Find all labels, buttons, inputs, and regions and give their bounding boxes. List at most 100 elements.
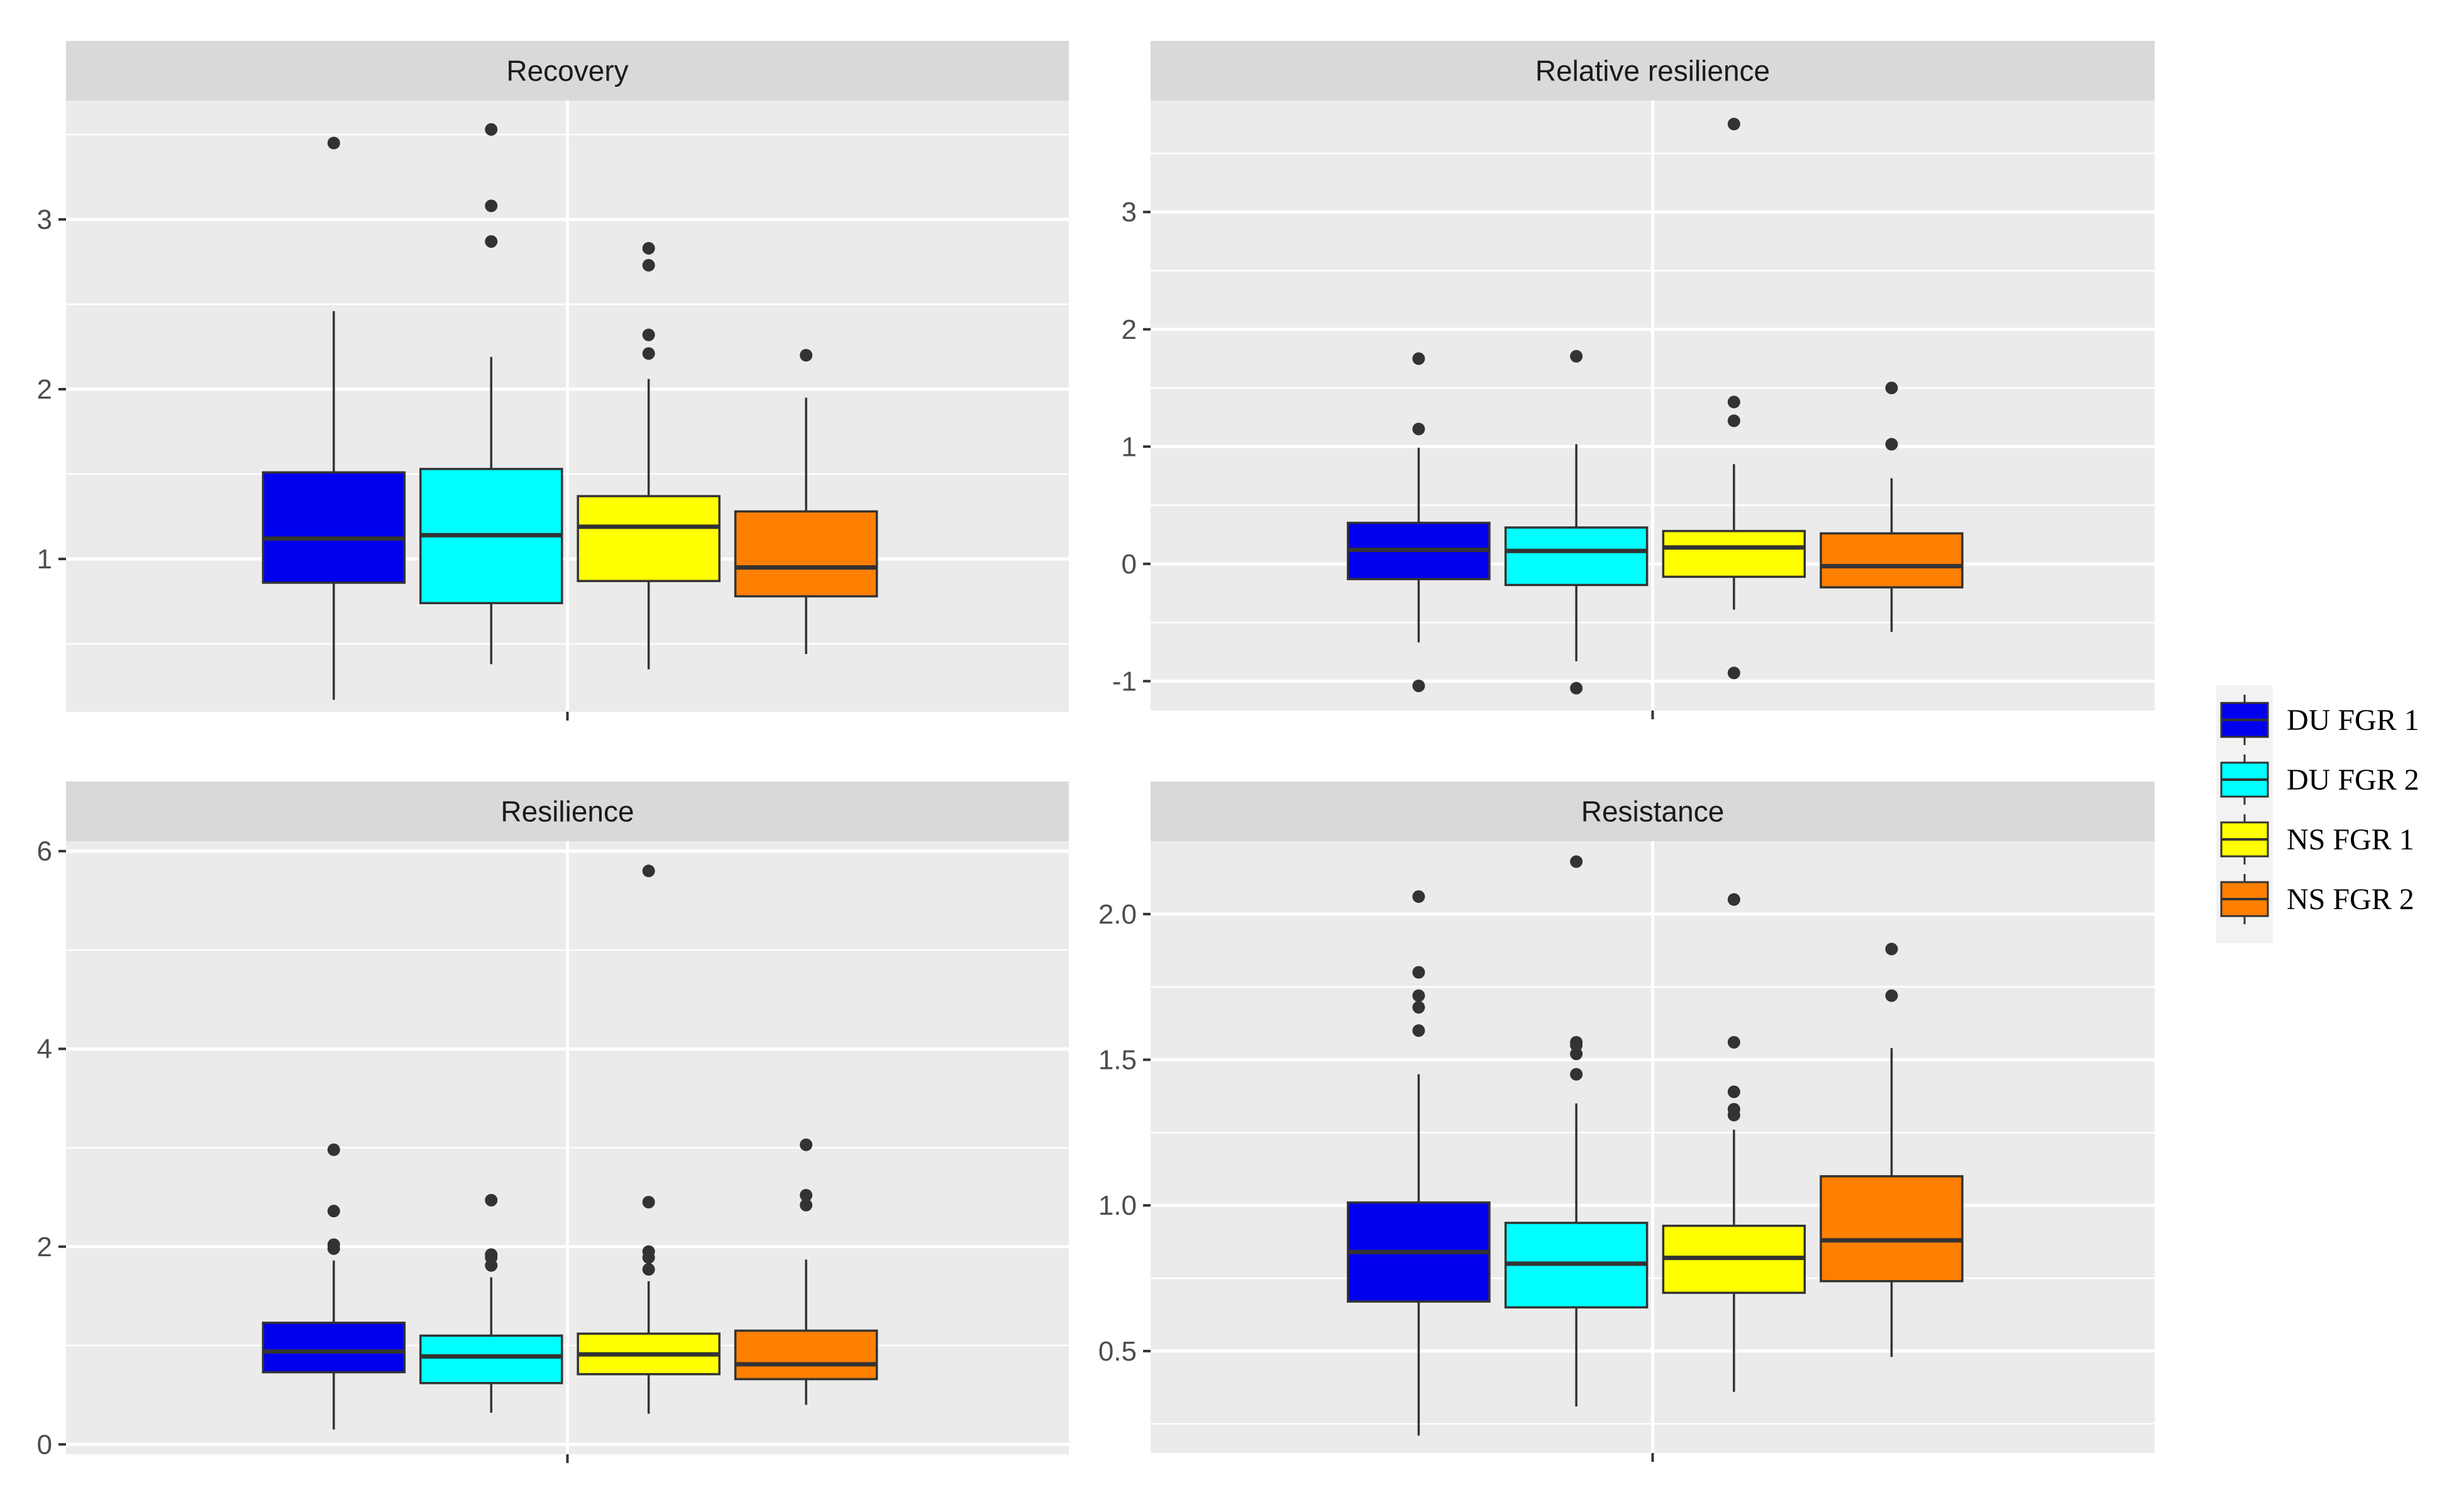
strip-background <box>1151 782 2155 841</box>
legend-label: DU FGR 1 <box>2287 704 2419 737</box>
iqr-box <box>262 471 406 584</box>
legend-item-du-fgr-1: DU FGR 1 <box>2220 695 2419 745</box>
panel-title: Resistance <box>1581 795 1725 828</box>
iqr-box <box>577 495 721 582</box>
iqr-box <box>262 1322 406 1374</box>
outlier-point <box>1412 423 1425 436</box>
outlier-point <box>1412 966 1425 979</box>
y-tick-label-4: 4 <box>37 1034 52 1064</box>
box-du-fgr-1 <box>262 1143 406 1430</box>
iqr-box <box>734 1329 878 1381</box>
outlier-point <box>327 1238 340 1251</box>
outlier-point <box>327 136 340 150</box>
box-ns-fgr-1 <box>1662 118 1806 680</box>
box-ns-fgr-1 <box>1662 893 1806 1392</box>
y-axis: -1 0 1 2 3 <box>1112 197 1151 697</box>
y-tick-label-2: 2 <box>37 1232 52 1263</box>
box-ns-fgr-2 <box>1820 382 1964 633</box>
legend-item-ns-fgr-2: NS FGR 2 <box>2220 874 2414 924</box>
box-ns-fgr-1 <box>577 865 721 1414</box>
box-ns-fgr-2 <box>734 349 878 655</box>
outlier-point <box>1727 414 1740 428</box>
outlier-point <box>327 1143 340 1156</box>
y-axis: 0.5 1.0 1.5 2.0 <box>1098 899 1151 1367</box>
box-ns-fgr-1 <box>577 241 721 670</box>
outlier-point <box>642 347 655 360</box>
outlier-point <box>485 1248 498 1261</box>
panel-title: Recovery <box>506 55 628 87</box>
outlier-point <box>800 1188 813 1202</box>
legend-label: NS FGR 2 <box>2287 883 2414 916</box>
strip-background <box>1151 41 2155 101</box>
y-tick-label-1-5: 1.5 <box>1098 1045 1137 1076</box>
outlier-point <box>1885 942 1898 956</box>
panel-resistance: Resistance 0.5 1.0 1.5 2.0 <box>1098 782 2155 1462</box>
outlier-point <box>1885 989 1898 1002</box>
y-tick-label-2: 2.0 <box>1098 899 1137 930</box>
legend: DU FGR 1 DU FGR 2 NS FGR 1 NS FGR 2 <box>2216 685 2419 943</box>
box-du-fgr-2 <box>419 1193 563 1413</box>
outlier-point <box>1570 1047 1583 1061</box>
outlier-point <box>1570 1036 1583 1049</box>
box-du-fgr-2 <box>1504 350 1649 695</box>
outlier-point <box>1412 989 1425 1002</box>
iqr-box <box>1662 529 1806 578</box>
y-axis: 0 2 4 6 <box>37 836 66 1460</box>
outlier-point <box>1727 666 1740 680</box>
y-tick-label-0: 0 <box>37 1429 52 1460</box>
outlier-point <box>1570 350 1583 363</box>
y-axis: 1 2 3 <box>37 204 66 575</box>
outlier-point <box>1727 1103 1740 1116</box>
outlier-point <box>327 1205 340 1218</box>
iqr-box <box>419 1334 563 1384</box>
box-marks <box>1347 855 1964 1436</box>
legend-item-du-fgr-2: DU FGR 2 <box>2220 754 2419 805</box>
panel-resilience: Resilience 0 2 4 6 <box>37 782 1069 1463</box>
legend-label: DU FGR 2 <box>2287 763 2419 797</box>
gridlines <box>1151 841 2155 1453</box>
outlier-point <box>642 865 655 878</box>
outlier-point <box>1885 438 1898 451</box>
outlier-point <box>642 328 655 341</box>
outlier-point <box>1570 855 1583 868</box>
outlier-point <box>642 1263 655 1276</box>
outlier-point <box>1727 395 1740 409</box>
gridlines <box>1151 101 2155 710</box>
y-tick-label--1: -1 <box>1112 666 1137 697</box>
box-marks <box>1347 118 1964 695</box>
outlier-point <box>485 1193 498 1207</box>
panel-title: Relative resilience <box>1535 55 1770 87</box>
y-tick-label-6: 6 <box>37 836 52 867</box>
outlier-point <box>1727 893 1740 906</box>
y-tick-label-3: 3 <box>37 204 52 235</box>
outlier-point <box>1570 1068 1583 1081</box>
outlier-point <box>1412 679 1425 692</box>
outlier-point <box>642 258 655 272</box>
box-ns-fgr-2 <box>1820 942 1964 1357</box>
outlier-point <box>1727 1085 1740 1098</box>
outlier-point <box>642 1195 655 1208</box>
y-tick-label-1: 1 <box>1122 431 1137 462</box>
outlier-point <box>1727 118 1740 131</box>
iqr-box <box>734 510 878 598</box>
box-du-fgr-1 <box>1347 890 1491 1436</box>
y-tick-label-2: 2 <box>1122 314 1137 345</box>
y-tick-label-3: 3 <box>1122 197 1137 228</box>
gridlines <box>66 841 1069 1454</box>
outlier-point <box>1570 682 1583 695</box>
outlier-point <box>1412 890 1425 903</box>
outlier-point <box>485 123 498 136</box>
iqr-box <box>1504 526 1649 587</box>
y-tick-label-1: 1.0 <box>1098 1190 1137 1221</box>
legend-item-ns-fgr-1: NS FGR 1 <box>2220 814 2414 865</box>
panel-title: Resilience <box>500 795 634 828</box>
outlier-point <box>485 199 498 213</box>
box-du-fgr-1 <box>262 136 406 700</box>
outlier-point <box>485 235 498 248</box>
outlier-point <box>1727 1036 1740 1049</box>
y-tick-label-1: 1 <box>37 544 52 575</box>
box-du-fgr-1 <box>1347 352 1491 692</box>
outlier-point <box>1412 352 1425 365</box>
y-tick-label-0: 0 <box>1122 549 1137 580</box>
